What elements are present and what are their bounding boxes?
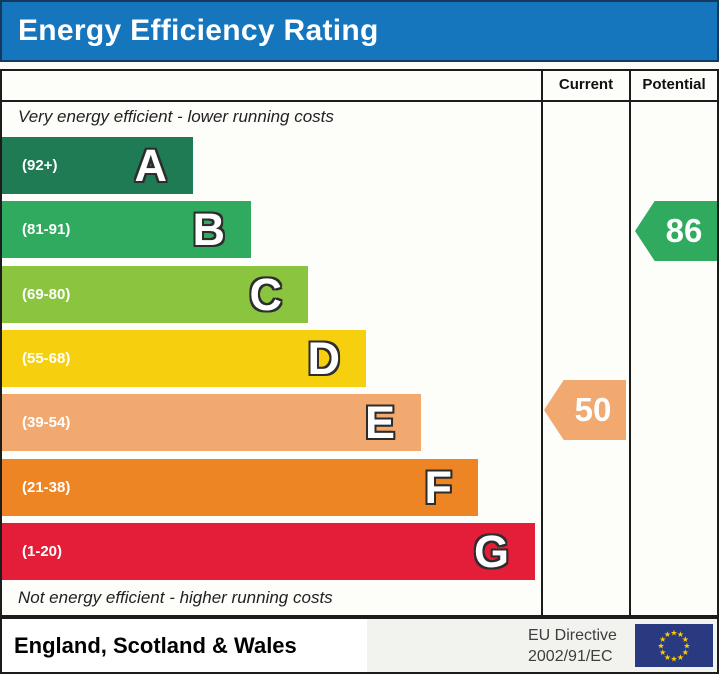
band-row-c: (69-80) C <box>2 266 308 323</box>
band-range-label: (92+) <box>22 157 58 174</box>
band-range-label: (21-38) <box>22 479 71 496</box>
eu-flag-stars: ★ ★ ★ ★ ★ ★ ★ ★ ★ ★ ★ ★ <box>657 629 690 664</box>
band-row-g: (1-20) G <box>2 523 535 580</box>
current-rating-value: 50 <box>574 391 612 428</box>
band-range-label: (69-80) <box>22 286 71 303</box>
band-letter: B <box>192 204 226 255</box>
band-row-a: (92+) A <box>2 137 193 194</box>
svg-text:★: ★ <box>683 642 690 651</box>
band-letter: C <box>249 269 283 320</box>
band-letter: D <box>307 333 341 384</box>
svg-text:★: ★ <box>682 635 689 644</box>
title-bar: Energy Efficiency Rating <box>0 0 719 62</box>
header-row-divider <box>2 100 717 102</box>
svg-text:★: ★ <box>664 630 671 639</box>
eu-directive-label: EU Directive 2002/91/EC <box>528 625 617 667</box>
band-row-b: (81-91) B <box>2 201 251 258</box>
eu-flag-background <box>635 624 713 667</box>
svg-text:★: ★ <box>670 655 677 664</box>
footer: England, Scotland & Wales EU Directive 2… <box>0 617 719 674</box>
svg-text:★: ★ <box>670 629 677 638</box>
band-range-label: (1-20) <box>22 543 63 560</box>
potential-rating-value: 86 <box>665 212 703 249</box>
svg-text:★: ★ <box>677 630 684 639</box>
svg-text:★: ★ <box>657 642 664 651</box>
region-label: England, Scotland & Wales <box>14 632 297 658</box>
column-header-potential: Potential <box>642 76 706 93</box>
band-row-f: (21-38) F <box>2 459 478 516</box>
band-row-d: (55-68) D <box>2 330 366 387</box>
svg-text:★: ★ <box>659 648 666 657</box>
band-letter: E <box>364 397 395 448</box>
svg-text:★: ★ <box>682 648 689 657</box>
band-letter: G <box>473 526 509 577</box>
band-letter: A <box>134 140 168 191</box>
svg-text:★: ★ <box>664 653 671 662</box>
potential-rating-arrow: 86 <box>635 201 717 261</box>
band-range-label: (81-91) <box>22 221 71 238</box>
column-header-current: Current <box>558 76 614 93</box>
column-divider-potential <box>629 71 631 615</box>
band-letter: F <box>424 462 453 513</box>
current-rating-arrow: 50 <box>544 380 626 440</box>
eu-flag-icon: ★ ★ ★ ★ ★ ★ ★ ★ ★ ★ ★ ★ <box>635 624 713 667</box>
efficiency-note-top: Very energy efficient - lower running co… <box>18 107 334 126</box>
rating-table: Current Potential Very energy efficient … <box>0 69 719 617</box>
efficiency-note-bottom: Not energy efficient - higher running co… <box>18 588 333 607</box>
page-title: Energy Efficiency Rating <box>18 14 379 47</box>
column-divider-current <box>541 71 543 615</box>
svg-text:★: ★ <box>677 653 684 662</box>
eu-directive-line2: 2002/91/EC <box>528 648 613 665</box>
svg-text:★: ★ <box>659 635 666 644</box>
band-range-label: (39-54) <box>22 414 71 431</box>
eu-directive-line1: EU Directive <box>528 627 617 644</box>
band-row-e: (39-54) E <box>2 394 421 451</box>
band-range-label: (55-68) <box>22 350 71 367</box>
